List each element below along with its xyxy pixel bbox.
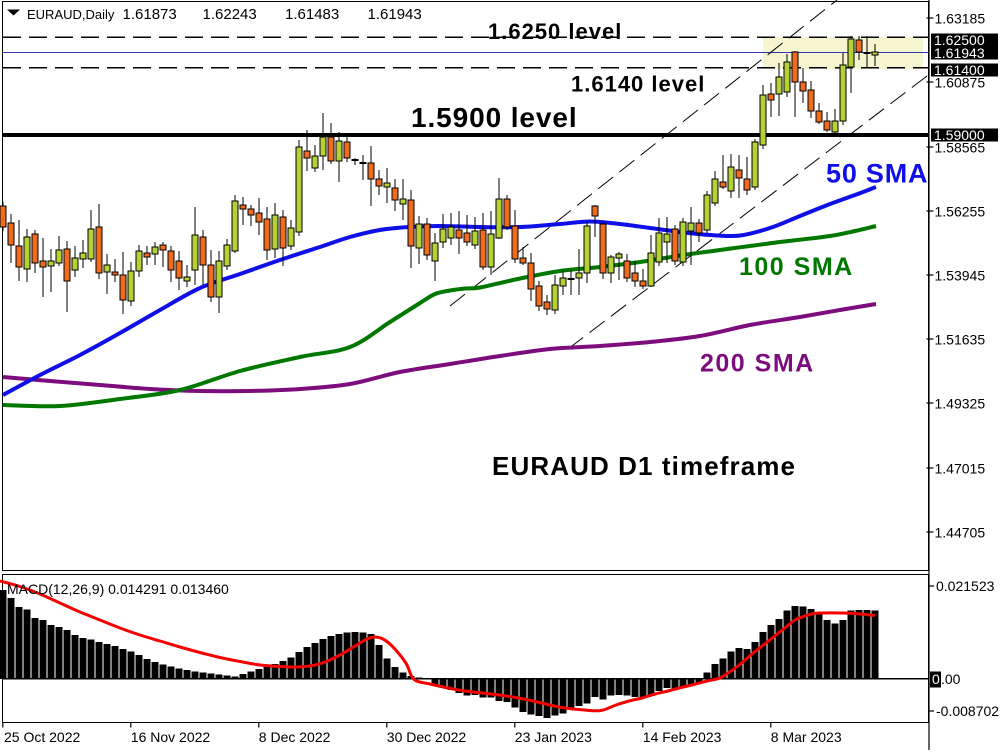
svg-text:1.62243: 1.62243 (203, 6, 257, 23)
svg-text:14 Feb 2023: 14 Feb 2023 (643, 729, 722, 745)
svg-text:1.5900 level: 1.5900 level (411, 102, 578, 133)
svg-text:1.49325: 1.49325 (935, 396, 986, 412)
svg-text:100 SMA: 100 SMA (739, 253, 854, 281)
svg-text:0.021523: 0.021523 (936, 578, 995, 594)
svg-text:EURAUD,Daily: EURAUD,Daily (27, 7, 115, 22)
svg-text:MACD(12,26,9) 0.014291 0.01346: MACD(12,26,9) 0.014291 0.013460 (7, 581, 229, 597)
svg-text:1.59000: 1.59000 (934, 127, 985, 143)
svg-text:1.61943: 1.61943 (934, 45, 985, 61)
svg-text:0: 0 (932, 671, 940, 687)
svg-text:200 SMA: 200 SMA (700, 350, 815, 378)
svg-text:1.6250 level: 1.6250 level (488, 19, 622, 44)
svg-text:1.60875: 1.60875 (935, 75, 986, 91)
svg-text:1.47015: 1.47015 (935, 461, 986, 477)
svg-text:25 Oct 2022: 25 Oct 2022 (4, 729, 80, 745)
svg-text:16 Nov 2022: 16 Nov 2022 (131, 729, 211, 745)
svg-text:1.51635: 1.51635 (935, 332, 986, 348)
svg-text:50 SMA: 50 SMA (826, 159, 928, 189)
svg-text:23 Jan 2023: 23 Jan 2023 (515, 729, 592, 745)
svg-text:1.6140 level: 1.6140 level (571, 72, 705, 97)
svg-text:1.61943: 1.61943 (368, 6, 422, 23)
svg-text:30 Dec 2022: 30 Dec 2022 (387, 729, 467, 745)
svg-text:1.56255: 1.56255 (935, 204, 986, 220)
svg-text:8 Dec 2022: 8 Dec 2022 (259, 729, 331, 745)
svg-text:1.62500: 1.62500 (934, 32, 985, 48)
svg-text:1.61873: 1.61873 (123, 6, 177, 23)
svg-text:-0.008702: -0.008702 (936, 703, 999, 719)
svg-text:1.53945: 1.53945 (935, 268, 986, 284)
svg-text:1.58565: 1.58565 (935, 140, 986, 156)
svg-text:1.61483: 1.61483 (285, 6, 339, 23)
svg-text:1.44705: 1.44705 (935, 525, 986, 541)
svg-text:EURAUD D1 timeframe: EURAUD D1 timeframe (492, 451, 796, 481)
svg-text:.00: .00 (941, 671, 961, 687)
svg-text:8 Mar 2023: 8 Mar 2023 (771, 729, 842, 745)
svg-text:1.61400: 1.61400 (934, 62, 985, 78)
svg-text:1.63185: 1.63185 (935, 11, 986, 27)
